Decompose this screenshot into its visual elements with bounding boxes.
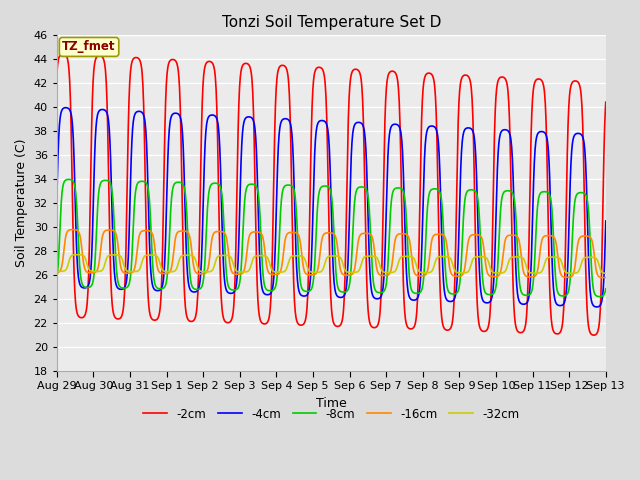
-8cm	[96, 183, 104, 189]
Line: -4cm: -4cm	[57, 108, 605, 307]
-8cm	[286, 182, 294, 188]
-4cm	[286, 120, 294, 126]
Line: -2cm: -2cm	[57, 54, 605, 335]
-2cm	[590, 332, 598, 338]
-8cm	[596, 294, 604, 300]
-2cm	[118, 312, 126, 318]
-16cm	[307, 272, 315, 278]
-32cm	[118, 256, 126, 262]
-32cm	[298, 253, 305, 259]
-16cm	[53, 270, 61, 276]
-4cm	[53, 194, 61, 200]
-4cm	[62, 105, 70, 110]
-32cm	[602, 270, 609, 276]
-4cm	[593, 304, 601, 310]
-16cm	[118, 268, 126, 274]
-32cm	[365, 253, 373, 259]
-16cm	[602, 275, 609, 280]
-4cm	[96, 108, 104, 113]
Y-axis label: Soil Temperature (C): Soil Temperature (C)	[15, 139, 28, 267]
-4cm	[118, 287, 126, 292]
Text: TZ_fmet: TZ_fmet	[62, 40, 116, 53]
Line: -8cm: -8cm	[57, 180, 605, 297]
-4cm	[602, 218, 609, 224]
-8cm	[65, 177, 72, 182]
Line: -16cm: -16cm	[57, 229, 605, 277]
-8cm	[365, 211, 373, 217]
-32cm	[74, 252, 81, 258]
-2cm	[365, 319, 373, 325]
-16cm	[298, 249, 305, 254]
-32cm	[53, 268, 61, 274]
-16cm	[286, 229, 294, 235]
-8cm	[298, 284, 305, 290]
-4cm	[307, 260, 315, 265]
Legend: -2cm, -4cm, -8cm, -16cm, -32cm: -2cm, -4cm, -8cm, -16cm, -32cm	[139, 403, 524, 425]
Title: Tonzi Soil Temperature Set D: Tonzi Soil Temperature Set D	[221, 15, 441, 30]
-4cm	[365, 262, 373, 268]
-2cm	[59, 51, 67, 57]
-32cm	[286, 255, 294, 261]
-16cm	[365, 231, 373, 237]
-16cm	[68, 227, 76, 232]
-16cm	[96, 255, 104, 261]
-32cm	[307, 269, 315, 275]
-2cm	[96, 53, 104, 59]
-32cm	[96, 268, 104, 274]
-2cm	[602, 99, 609, 105]
-8cm	[307, 286, 315, 292]
-2cm	[53, 71, 61, 77]
-4cm	[298, 292, 305, 298]
-2cm	[286, 112, 294, 118]
X-axis label: Time: Time	[316, 397, 347, 410]
Line: -32cm: -32cm	[57, 255, 605, 273]
-2cm	[298, 322, 305, 328]
-2cm	[307, 129, 315, 135]
-16cm	[600, 275, 608, 280]
-8cm	[118, 285, 126, 291]
-8cm	[53, 276, 61, 281]
-8cm	[602, 286, 609, 291]
